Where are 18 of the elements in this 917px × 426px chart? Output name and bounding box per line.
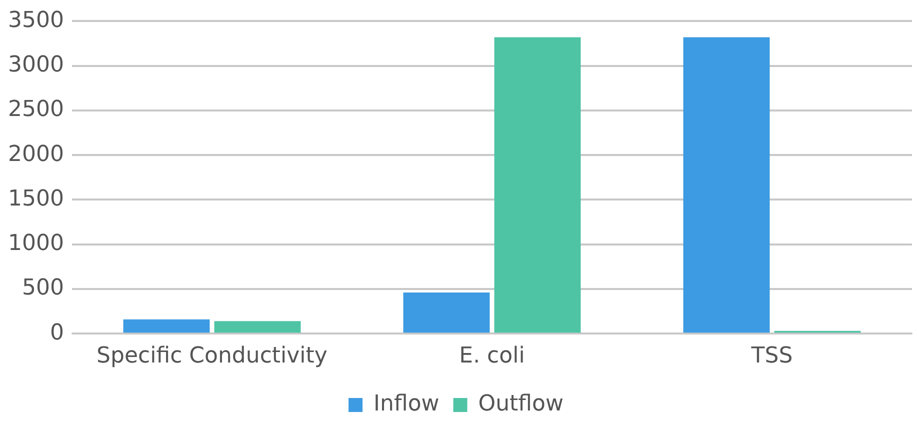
y-tick-label: 2500 bbox=[8, 97, 64, 122]
bar bbox=[214, 321, 301, 333]
bar bbox=[494, 37, 581, 333]
y-tick-label: 3500 bbox=[8, 8, 64, 33]
y-tick-label: 2000 bbox=[8, 142, 64, 167]
bar bbox=[123, 319, 210, 333]
bar bbox=[683, 37, 770, 333]
x-tick-label: TSS bbox=[750, 344, 793, 369]
legend-label: Inflow bbox=[374, 392, 440, 417]
y-tick-label: 1500 bbox=[8, 186, 64, 212]
y-tick-label: 0 bbox=[50, 320, 64, 346]
bar bbox=[403, 292, 490, 333]
x-tick-label: Specific Conductivity bbox=[96, 344, 328, 369]
y-tick-label: 1000 bbox=[8, 231, 64, 256]
y-tick-label: 3000 bbox=[8, 52, 64, 78]
x-tick-label: E. coli bbox=[459, 344, 525, 369]
legend-label: Outflow bbox=[478, 392, 564, 417]
y-tick-label: 500 bbox=[22, 276, 64, 301]
